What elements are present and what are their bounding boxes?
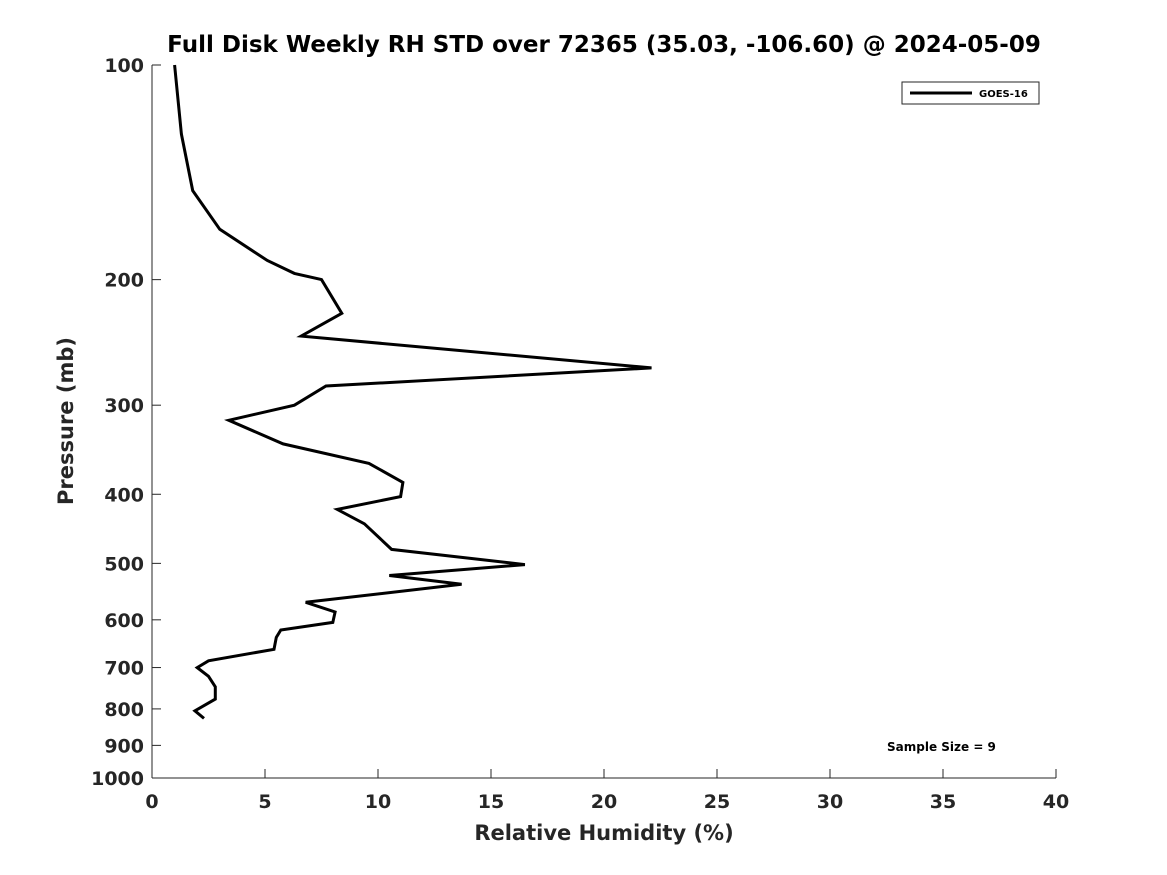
x-tick-label: 15 <box>478 791 504 813</box>
plot-area <box>151 65 1056 779</box>
x-tick-label: 0 <box>145 791 158 813</box>
y-tick-label: 500 <box>104 553 144 575</box>
legend-entry-goes-16: GOES-16 <box>979 89 1028 100</box>
y-tick-label: 700 <box>104 658 144 680</box>
x-ticks: 0 5 10 15 20 25 30 35 40 <box>145 769 1069 813</box>
y-ticks: 100 200 300 400 500 600 700 800 900 1000 <box>91 55 161 790</box>
x-tick-label: 10 <box>365 791 391 813</box>
x-axis-label: Relative Humidity (%) <box>474 821 733 845</box>
x-tick-label: 5 <box>258 791 271 813</box>
y-tick-label: 100 <box>104 55 144 77</box>
y-tick-label: 200 <box>104 270 144 292</box>
y-tick-label: 900 <box>104 735 144 757</box>
y-tick-label: 400 <box>104 484 144 506</box>
series-line-goes-16 <box>173 64 652 720</box>
y-axis-label: Pressure (mb) <box>54 337 78 505</box>
y-tick-label: 800 <box>104 699 144 721</box>
y-tick-label: 1000 <box>91 768 144 790</box>
legend: GOES-16 <box>901 81 1040 105</box>
x-tick-label: 35 <box>930 791 956 813</box>
x-tick-label: 30 <box>817 791 843 813</box>
sample-size-annotation: Sample Size = 9 <box>887 740 996 754</box>
y-tick-label: 600 <box>104 610 144 632</box>
x-tick-label: 20 <box>591 791 617 813</box>
chart-title: Full Disk Weekly RH STD over 72365 (35.0… <box>167 32 1041 58</box>
x-tick-label: 40 <box>1043 791 1069 813</box>
x-tick-label: 25 <box>704 791 730 813</box>
y-tick-label: 300 <box>104 395 144 417</box>
series-layer <box>173 64 652 720</box>
